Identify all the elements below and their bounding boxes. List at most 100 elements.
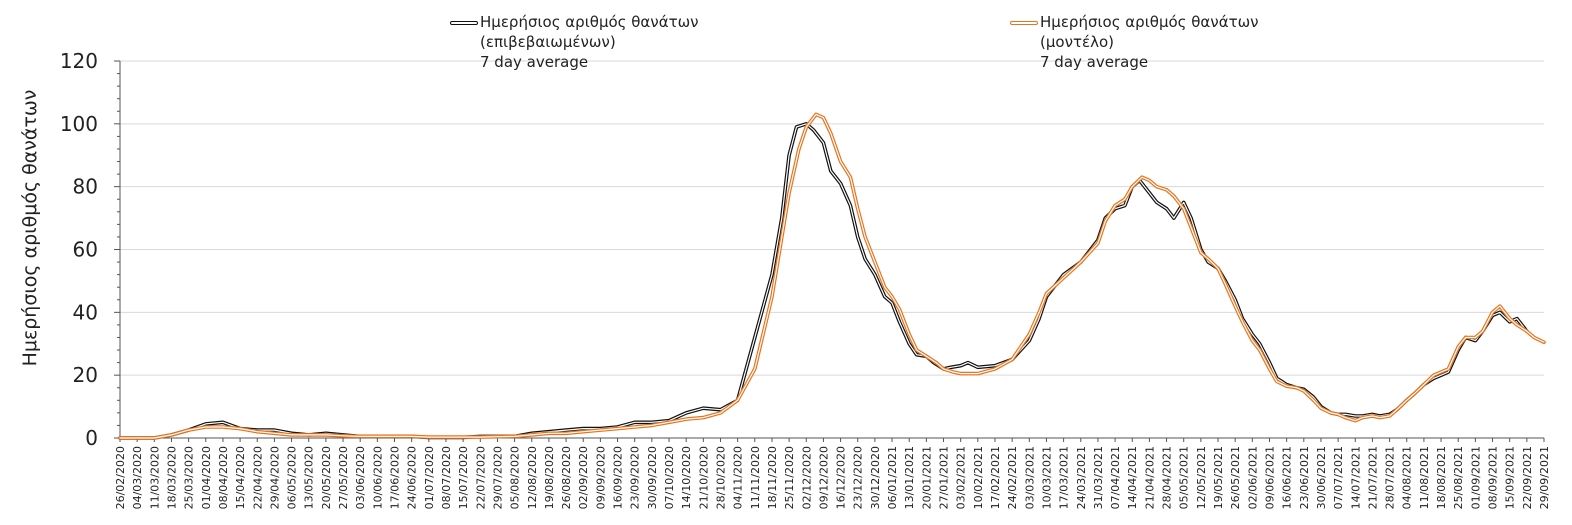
x-tick-label: 17/02/2021 [989,446,1002,509]
x-tick-label: 22/09/2021 [1521,446,1534,509]
x-tick-label: 15/09/2021 [1504,446,1517,509]
x-tick-label: 22/04/2020 [251,446,264,509]
x-tick-label: 07/07/2021 [1332,446,1345,509]
x-tick-label: 13/01/2021 [903,446,916,509]
series-line-inner [119,113,1545,439]
x-tick-label: 22/07/2020 [474,446,487,509]
x-tick-label: 30/09/2020 [646,446,659,509]
x-tick-label: 19/08/2020 [543,446,556,509]
x-tick-label: 28/07/2021 [1384,446,1397,509]
x-tick-label: 12/05/2021 [1195,446,1208,509]
x-tick-label: 16/06/2021 [1281,446,1294,509]
x-tick-label: 23/12/2020 [852,446,865,509]
x-tick-label: 04/03/2020 [131,446,144,509]
x-tick-label: 08/04/2020 [217,446,230,509]
axes [114,60,1545,442]
x-tick-label: 14/07/2021 [1349,446,1362,509]
x-tick-label: 26/02/2020 [114,446,127,509]
x-tick-label: 10/02/2021 [972,446,985,509]
x-tick-label: 02/06/2021 [1246,446,1259,509]
legend-label-line: (μοντέλο) [1040,33,1114,51]
x-tick-label: 27/01/2021 [938,446,951,509]
x-tick-label: 11/08/2021 [1418,446,1431,509]
x-tick-label: 28/10/2020 [714,446,727,509]
y-tick-label: 0 [85,426,98,450]
x-tick-label: 11/03/2020 [148,446,161,509]
legend-swatch-confirmed [450,21,478,25]
x-tick-label: 07/04/2021 [1109,446,1122,509]
x-tick-label: 28/04/2021 [1161,446,1174,509]
x-tick-label: 17/06/2020 [389,446,402,509]
x-tick-label: 26/05/2021 [1229,446,1242,509]
gridlines [120,60,1544,376]
x-tick-label: 09/12/2020 [817,446,830,509]
x-tick-label: 29/04/2020 [268,446,281,509]
x-tick-label: 10/03/2021 [1040,446,1053,509]
x-tick-label: 26/08/2020 [560,446,573,509]
x-tick-label: 16/09/2020 [612,446,625,509]
x-tick-label: 27/05/2020 [337,446,350,509]
x-tick-label: 02/09/2020 [577,446,590,509]
y-tick-label: 80 [73,175,98,199]
y-tick-labels: 0 20 40 60 80 100 120 [60,49,98,450]
x-tick-label: 18/03/2020 [165,446,178,509]
x-tick-label: 07/10/2020 [663,446,676,509]
x-tick-label: 19/05/2021 [1212,446,1225,509]
series-line-outer [118,112,1546,440]
x-tick-label: 30/12/2020 [869,446,882,509]
x-tick-label: 11/11/2020 [749,446,762,509]
x-tick-label: 01/09/2021 [1469,446,1482,509]
x-tick-label: 23/09/2020 [629,446,642,509]
x-tick-label: 08/09/2021 [1487,446,1500,509]
x-tick-label: 13/05/2020 [303,446,316,509]
y-tick-label: 40 [73,300,98,324]
x-tick-label: 01/07/2020 [423,446,436,509]
x-tick-label: 12/08/2020 [526,446,539,509]
x-tick-labels: 26/02/2020 04/03/2020 11/03/2020 18/03/2020… [114,446,1551,509]
x-tick-label: 03/02/2021 [955,446,968,509]
x-tick-label: 15/04/2020 [234,446,247,509]
x-tick-label: 17/03/2021 [1058,446,1071,509]
x-tick-label: 03/06/2020 [354,446,367,509]
x-tick-label: 25/08/2021 [1452,446,1465,509]
x-tick-label: 20/01/2021 [920,446,933,509]
x-tick-label: 04/08/2021 [1401,446,1414,509]
x-tick-label: 18/08/2021 [1435,446,1448,509]
x-tick-label: 16/12/2020 [835,446,848,509]
series-line-inner [119,123,1528,439]
x-tick-label: 02/12/2020 [800,446,813,509]
x-tick-label: 21/10/2020 [697,446,710,509]
x-tick-label: 24/02/2021 [1006,446,1019,509]
x-tick-label: 24/03/2021 [1075,446,1088,509]
x-tick-label: 29/07/2020 [491,446,504,509]
x-tick-label: 09/06/2021 [1263,446,1276,509]
x-tick-label: 05/05/2021 [1178,446,1191,509]
series-line-outer [118,122,1529,440]
legend-label-line: (επιβεβαιωμένων) [480,33,616,51]
y-tick-label: 120 [60,49,98,73]
series-1 [118,112,1546,440]
y-tick-label: 60 [73,238,98,262]
x-tick-label: 09/09/2020 [594,446,607,509]
x-tick-label: 06/01/2021 [886,446,899,509]
x-tick-label: 25/03/2020 [183,446,196,509]
legend-label-line: Ημερήσιος αριθμός θανάτων [480,13,699,31]
x-tick-label: 14/10/2020 [680,446,693,509]
y-tick-label: 20 [73,363,98,387]
x-tick-label: 04/11/2020 [732,446,745,509]
y-tick-label: 100 [60,112,98,136]
legend-label-line: Ημερήσιος αριθμός θανάτων [1040,13,1259,31]
x-tick-label: 31/03/2021 [1092,446,1105,509]
x-tick-label: 01/04/2020 [200,446,213,509]
x-tick-label: 15/07/2020 [457,446,470,509]
series-0 [118,122,1529,440]
x-tick-label: 06/05/2020 [286,446,299,509]
x-tick-label: 24/06/2020 [406,446,419,509]
x-tick-label: 29/09/2021 [1538,446,1551,509]
legend-swatch-model [1010,21,1038,25]
legend-label-line: 7 day average [1040,53,1149,71]
x-tick-label: 18/11/2020 [766,446,779,509]
x-tick-label: 30/06/2021 [1315,446,1328,509]
x-tick-label: 03/03/2021 [1023,446,1036,509]
